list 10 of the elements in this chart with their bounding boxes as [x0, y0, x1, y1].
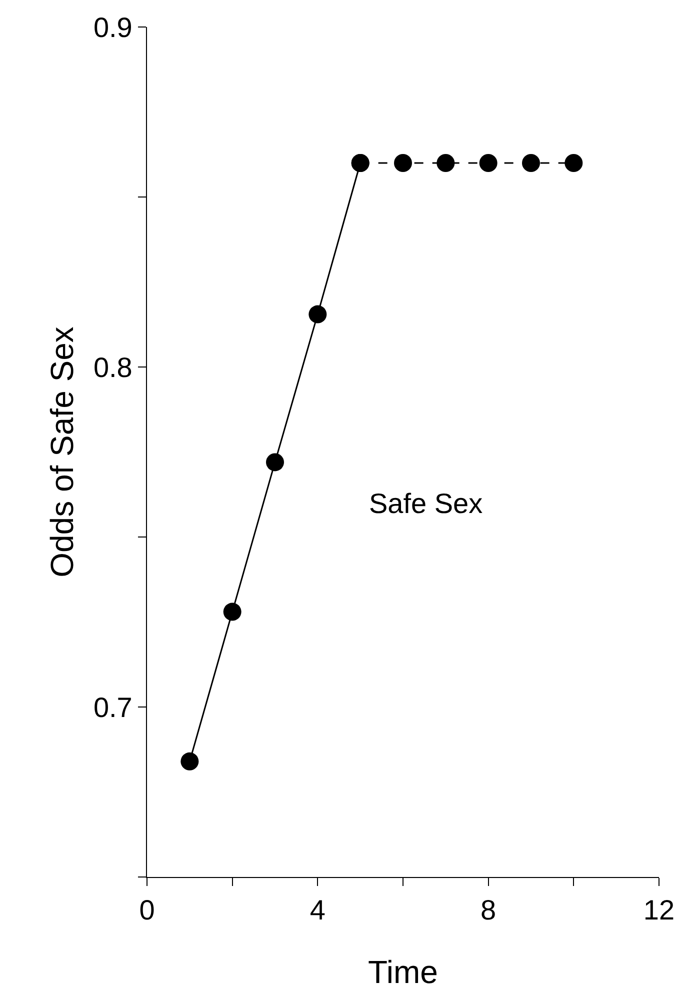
y-tick-label: 0.8: [93, 352, 132, 383]
x-tick-label: 12: [643, 894, 675, 926]
annotation: Safe Sex: [369, 488, 483, 519]
x-tick-label: 4: [310, 894, 326, 926]
x-axis-title: Time: [368, 954, 438, 990]
y-axis-title: Odds of Safe Sex: [44, 326, 80, 578]
y-tick-label: 0.9: [93, 12, 132, 43]
x-tick-label: 0: [139, 894, 155, 926]
x-tick-label: 8: [480, 894, 496, 926]
y-tick-label: 0.7: [93, 692, 132, 723]
